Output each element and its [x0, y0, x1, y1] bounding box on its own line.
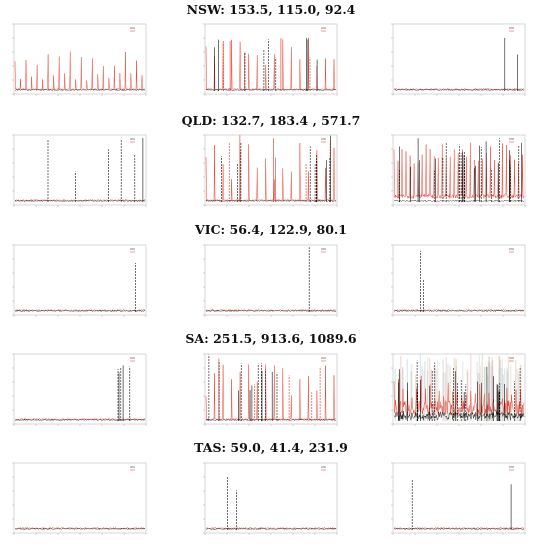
row-title: NSW: 153.5, 115.0, 92.4: [186, 2, 356, 17]
actual-series: [205, 527, 337, 531]
actual-series: [393, 309, 525, 313]
forecast-series: [14, 526, 146, 530]
chart-svg: [12, 134, 147, 207]
forecast-series: [205, 308, 337, 312]
chart-svg: [203, 23, 338, 96]
row-title: SA: 251.5, 913.6, 1089.6: [185, 331, 357, 346]
chart-svg: [12, 462, 147, 535]
plot-frame: [392, 23, 526, 95]
actual-series: [394, 88, 525, 92]
plot-frame: [392, 462, 526, 534]
row-title: VIC: 56.4, 122.9, 80.1: [195, 222, 347, 237]
plot-frame: [13, 23, 147, 95]
chart-panel: [8, 352, 148, 432]
actual-series: [393, 527, 525, 530]
chart-panel: [387, 133, 527, 213]
chart-panel: [8, 461, 148, 541]
actual-series: [14, 309, 146, 312]
forecast-series: [205, 143, 337, 202]
actual-series: [205, 309, 337, 313]
plot-frame: [13, 244, 147, 316]
forecast-series: [14, 51, 146, 91]
chart-svg: [203, 244, 338, 317]
row-title: QLD: 132.7, 183.4 , 571.7: [181, 113, 361, 128]
chart-panel: [199, 133, 339, 213]
plot-frame: [204, 462, 338, 534]
forecast-series: [393, 142, 525, 200]
chart-svg: [391, 23, 526, 96]
actual-series: [205, 88, 337, 92]
forecast-series: [205, 364, 336, 421]
chart-panel: [387, 243, 527, 323]
actual-series: [14, 88, 146, 91]
chart-svg: [391, 244, 526, 317]
plot-frame: [13, 462, 147, 534]
row-title: TAS: 59.0, 41.4, 231.9: [194, 440, 348, 455]
actual-series: [14, 199, 146, 203]
chart-svg: [12, 353, 147, 426]
actual-series: [205, 199, 337, 202]
plot-frame: [204, 244, 338, 316]
actual-series: [14, 527, 146, 531]
chart-panel: [199, 352, 339, 432]
chart-svg: [391, 462, 526, 535]
chart-svg: [203, 353, 338, 426]
chart-panel: [199, 22, 339, 102]
chart-svg: [391, 353, 526, 426]
forecast-series: [205, 37, 337, 91]
chart-panel: [8, 22, 148, 102]
chart-svg: [203, 462, 338, 535]
actual-series: [393, 410, 525, 421]
chart-panel: [8, 133, 148, 213]
forecast-series: [393, 526, 525, 530]
plot-frame: [13, 353, 147, 425]
actual-series: [205, 418, 336, 422]
chart-svg: [203, 134, 338, 207]
forecast-series: [393, 375, 525, 416]
plot-frame: [392, 244, 526, 316]
chart-panel: [199, 243, 339, 323]
chart-svg: [12, 23, 147, 96]
chart-panel: [387, 461, 527, 541]
chart-panel: [387, 352, 527, 432]
chart-svg: [391, 134, 526, 207]
chart-panel: [199, 461, 339, 541]
plot-frame: [13, 134, 147, 206]
chart-panel: [387, 22, 527, 102]
chart-svg: [12, 244, 147, 317]
chart-panel: [8, 243, 148, 323]
